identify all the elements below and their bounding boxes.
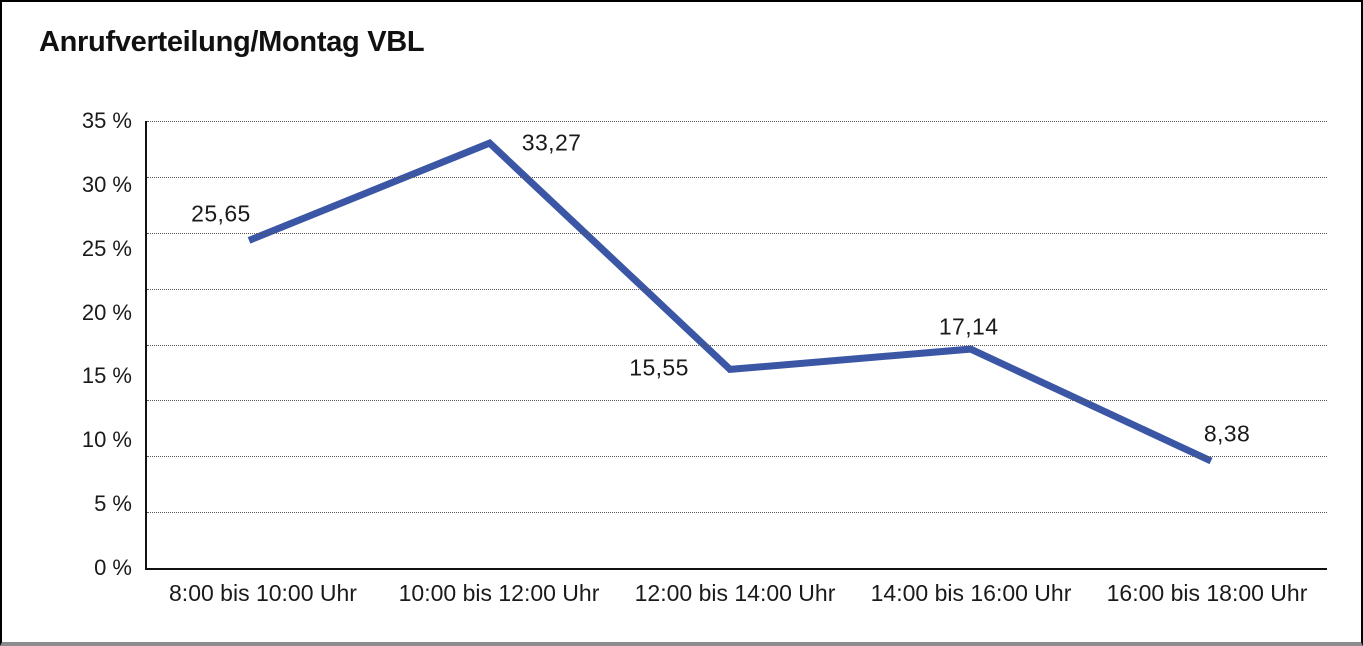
y-tick-label: 20 % xyxy=(81,299,132,325)
x-category-label: 12:00 bis 14:00 Uhr xyxy=(634,580,836,606)
y-tick-label: 0 % xyxy=(94,555,132,580)
data-line xyxy=(247,139,1213,465)
point-value-label: 8,38 xyxy=(1203,420,1251,447)
x-category-label: 16:00 bis 18:00 Uhr xyxy=(1106,580,1308,606)
y-tick-label: 5 % xyxy=(94,491,132,517)
y-tick-label: 35 % xyxy=(81,108,132,133)
point-value-label: 25,65 xyxy=(191,200,251,227)
point-value-label: 17,14 xyxy=(938,313,999,340)
gridline xyxy=(147,400,1327,402)
x-category-label: 10:00 bis 12:00 Uhr xyxy=(398,580,600,606)
x-axis: 8:00 bis 10:00 Uhr 10:00 bis 12:00 Uhr 12:… xyxy=(145,580,1325,606)
y-tick-label: 30 % xyxy=(81,171,132,197)
gridline xyxy=(147,121,1327,122)
plot-area: 25,65 33,27 15,55 17,14 8,38 xyxy=(145,121,1327,570)
gridline xyxy=(147,232,1327,234)
y-tick-label: 15 % xyxy=(81,363,132,389)
x-category-label: 8:00 bis 10:00 Uhr xyxy=(169,580,357,606)
gridline xyxy=(147,344,1327,346)
chart-title: Anrufverteilung/Montag VBL xyxy=(39,26,425,58)
y-tick-label: 25 % xyxy=(81,235,132,261)
point-value-label: 15,55 xyxy=(629,354,689,381)
y-tick-label: 10 % xyxy=(81,427,132,453)
data-line-svg xyxy=(247,139,1213,465)
gridline xyxy=(147,176,1327,178)
y-axis: 35 % 30 % 25 % 20 % 15 % 10 % 5 % 0 % xyxy=(2,108,132,580)
gridline xyxy=(147,288,1327,290)
gridline xyxy=(147,512,1327,514)
gridline xyxy=(147,456,1327,458)
point-value-label: 33,27 xyxy=(521,129,582,156)
x-category-label: 14:00 bis 16:00 Uhr xyxy=(870,580,1072,606)
